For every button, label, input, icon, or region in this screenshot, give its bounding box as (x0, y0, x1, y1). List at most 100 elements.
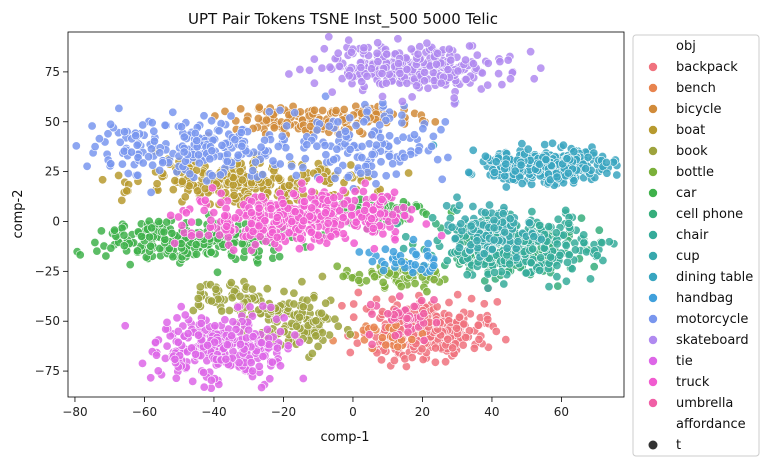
data-point (505, 214, 515, 224)
data-point (396, 281, 406, 291)
data-point (287, 161, 297, 171)
data-point (367, 309, 377, 319)
data-point (407, 92, 417, 102)
data-point (433, 155, 443, 165)
data-point (199, 367, 209, 377)
data-point (529, 232, 539, 242)
data-point (419, 335, 429, 345)
data-point (173, 337, 183, 347)
data-point (195, 230, 205, 240)
data-point (334, 61, 344, 71)
data-point (313, 341, 323, 351)
data-point (421, 219, 431, 229)
data-point (206, 215, 216, 225)
data-point (505, 74, 515, 84)
data-point (375, 133, 385, 143)
data-point (380, 244, 390, 254)
legend-marker (648, 335, 658, 345)
data-point (229, 190, 239, 200)
data-point (167, 228, 177, 238)
data-point (562, 257, 572, 267)
data-point (447, 222, 457, 232)
data-point (452, 323, 462, 333)
data-point (357, 142, 367, 152)
data-point (513, 237, 523, 247)
data-point (338, 229, 348, 239)
data-point (404, 168, 414, 178)
data-point (581, 164, 591, 174)
data-point (226, 278, 236, 288)
data-point (282, 121, 292, 131)
data-point (417, 296, 427, 306)
data-point (393, 58, 403, 68)
legend-marker (648, 230, 658, 240)
data-point (381, 78, 391, 88)
data-point (331, 106, 341, 116)
legend-marker (648, 356, 658, 366)
data-point (430, 117, 440, 127)
data-point (306, 242, 316, 252)
data-point (416, 264, 426, 274)
y-tick-label: 50 (45, 115, 60, 129)
data-point (489, 215, 499, 225)
data-point (419, 309, 429, 319)
data-point (552, 272, 562, 282)
data-point (254, 102, 264, 112)
data-point (433, 48, 443, 58)
data-point (320, 140, 330, 150)
data-point (227, 331, 237, 341)
data-point (429, 275, 439, 285)
data-point (266, 204, 276, 214)
data-point (329, 155, 339, 165)
data-point (233, 302, 243, 312)
data-point (407, 334, 417, 344)
data-point (490, 167, 500, 177)
data-point (473, 320, 483, 330)
data-point (415, 42, 425, 52)
data-point (204, 128, 214, 138)
data-point (359, 43, 369, 53)
data-point (236, 128, 246, 138)
data-point (453, 290, 463, 300)
data-point (258, 301, 268, 311)
data-point (465, 41, 475, 51)
data-point (459, 319, 469, 329)
data-point (333, 117, 343, 127)
data-point (279, 286, 289, 296)
data-point (585, 274, 595, 284)
data-point (428, 213, 438, 223)
data-point (75, 250, 85, 260)
data-point (230, 135, 240, 145)
data-point (367, 214, 377, 224)
data-point (492, 297, 502, 307)
data-point (247, 284, 257, 294)
data-point (273, 142, 283, 152)
data-point (500, 227, 510, 237)
data-point (469, 343, 479, 353)
data-point (395, 291, 405, 301)
scatter-points (71, 32, 622, 393)
data-point (399, 152, 409, 162)
data-point (289, 299, 299, 309)
data-point (498, 209, 508, 219)
data-point (162, 317, 172, 327)
data-point (503, 55, 513, 65)
data-point (333, 321, 343, 331)
data-point (399, 203, 409, 213)
data-point (290, 207, 300, 217)
data-point (501, 159, 511, 169)
data-point (423, 251, 433, 261)
data-point (379, 265, 389, 275)
data-point (360, 178, 370, 188)
data-point (275, 252, 285, 262)
legend-marker (648, 188, 658, 198)
legend-marker (648, 251, 658, 261)
data-point (581, 247, 591, 257)
data-point (300, 154, 310, 164)
data-point (436, 78, 446, 88)
data-point (196, 318, 206, 328)
data-point (375, 120, 385, 130)
data-point (547, 138, 557, 148)
data-point (224, 305, 234, 315)
data-point (398, 132, 408, 142)
